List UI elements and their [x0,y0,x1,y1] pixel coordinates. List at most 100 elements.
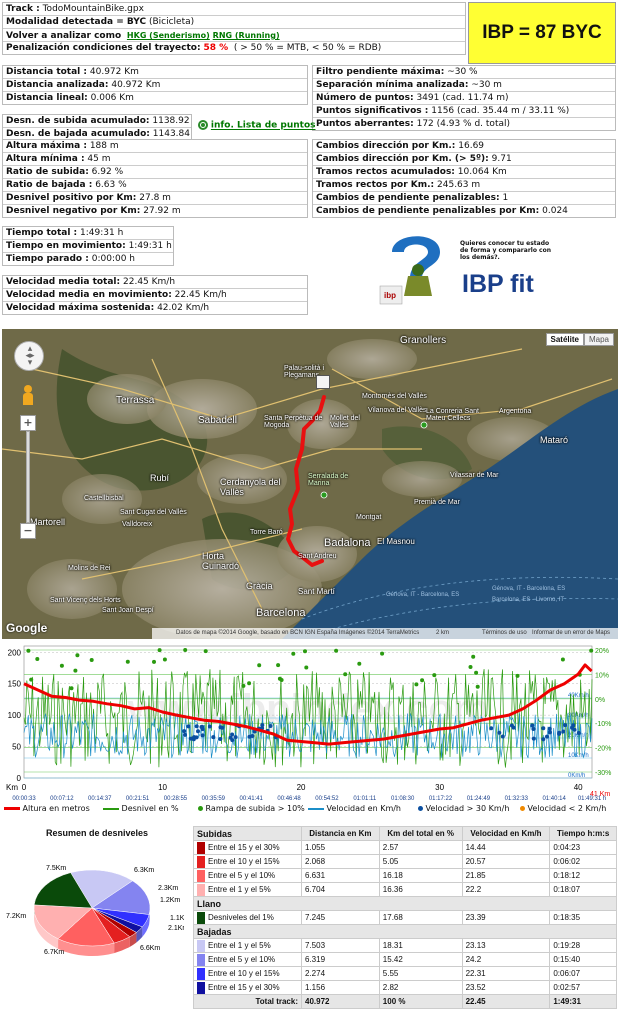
column-header: Tiempo h:m:s [549,826,617,841]
stat-value: 10.064 Km [457,167,507,177]
legend-speed-low: Velocidad < 2 Km/h [520,804,606,813]
color-swatch [197,967,205,980]
place-label: Palau-solità i Plegamans [284,365,325,379]
map-canvas[interactable] [2,329,618,639]
points-list-link[interactable]: info. Lista de puntos [198,120,315,131]
map-terms-link[interactable]: Términos de uso [482,630,527,636]
penalty-value: 58 % [203,43,229,53]
stat-label: Desn. de subida acumulado: [6,116,150,126]
stat-value: 27.92 m [143,206,181,216]
start-marker-icon[interactable] [316,375,330,389]
ramp-point [203,649,208,654]
ramp-point [474,670,479,675]
info-circle-icon [198,120,208,130]
high-speed-point [194,735,199,740]
place-label: Argentona [499,408,532,415]
x-time-tick: 01:08:30 [391,796,415,802]
track-label: Track : [6,4,40,14]
x-time-tick: 01:17:22 [429,796,453,802]
column-header: Distancia en Km [301,826,380,841]
map-scale: 2 km [436,630,450,636]
high-speed-point [572,727,577,732]
ramp-point [420,678,425,683]
pie-slice [33,904,93,940]
map-type-switcher: Satélite Mapa [545,333,614,346]
ferry-label: Barcelona, ES - Livorno, IT [492,597,565,603]
pie-label: 1.1K [170,915,184,922]
place-label: Sant Joan Despí [102,607,154,614]
cell-distance: 6.631 [301,868,380,883]
stat-label: Desnivel negativo por Km: [6,206,141,216]
x-time-tick: 01:24:49 [467,796,491,802]
stat-label: Velocidad máxima sostenida: [6,303,155,313]
cell-time: 0:02:57 [549,980,617,995]
zoom-control[interactable]: + − [20,415,36,541]
satellite-button[interactable]: Satélite [545,333,584,346]
ramp-point [357,661,362,666]
place-label: Sant Martí [298,587,335,596]
place-label: El Masnou [377,537,415,546]
section-title: Bajadas [193,924,617,939]
svg-text:ibp: ibp [384,291,396,300]
high-speed-point [218,737,223,741]
ramp-point [73,668,78,673]
points-list-label[interactable]: info. Lista de puntos [210,120,316,131]
ramp-point [162,657,167,662]
ramp-point [257,663,262,668]
stat-label: Tiempo en movimiento: [6,241,126,251]
reanalyze-hkg-link[interactable]: HKG (Senderismo) [126,31,210,40]
color-swatch [197,981,205,994]
stat-label: Número de puntos: [316,93,414,103]
pie-slice-side [142,914,150,937]
row-label: Entre el 10 y el 15% [208,968,280,978]
stat-value: 6.92 % [91,167,124,177]
ferry-label: Génova, IT - Barcelona, ES [492,586,566,592]
table-header-row: Subidas Distancia en Km Km del total en % V… [193,826,617,841]
stat-row: Ratio de bajada : 6.63 % [3,179,307,192]
stat-value: 40.972 Km [89,67,139,77]
x-time-tick: 01:32:33 [505,796,529,802]
x-km-tick: 20 [297,783,306,792]
pie-label: 2.3Km [158,885,178,892]
map-footer: Datos de mapa ©2014 Google, basado en BC… [152,628,618,639]
stat-row: Altura máxima : 188 m [3,140,307,153]
place-label: Granollers [400,335,447,346]
stat-label: Velocidad media total: [6,277,121,287]
map-report-link[interactable]: Informar de un error de Maps [532,630,611,636]
pie-slice-side [58,938,115,956]
ramp-point [247,681,252,686]
stat-value: 40.972 Km [111,80,161,90]
stat-label: Tiempo parado : [6,254,89,264]
pie-slice-side [114,936,130,954]
x-km-tick: 0 [22,783,27,792]
street-view-pegman-icon[interactable] [22,385,34,405]
place-label: Rubí [150,473,170,483]
high-speed-point [268,724,273,728]
row-label: Entre el 1 y el 5% [208,884,271,894]
x-time-tick: 01:01:11 [353,796,377,802]
reanalyze-rng-link[interactable]: RNG (Running) [212,31,280,40]
stat-value: 1 [502,193,509,203]
chart-watermark: www.ibpindex.com [127,687,489,731]
pie-slice [70,869,134,909]
x-time-tick: 01:49:31 h [578,796,606,802]
legend-slope: Desnivel en % [103,804,179,813]
high-speed-point [547,726,552,731]
pie-slice-side [136,926,143,943]
stat-label: Cambios de pendiente penalizables: [316,193,500,203]
map-button[interactable]: Mapa [583,333,614,346]
zoom-in-button[interactable]: + [20,415,36,431]
map-pan-control[interactable]: ▴ ◂▸ ▾ [14,341,44,371]
high-speed-point [207,724,212,729]
stat-value: ~30 % [447,67,478,77]
zoom-slider-track[interactable] [26,431,30,523]
cell-speed: 23.39 [461,910,551,925]
ibp-fit-promo[interactable]: ibp Quieres conocer tu estado de forma y… [378,226,551,308]
high-speed-point [563,723,568,728]
track-filename: TodoMountainBike.gpx [42,4,144,14]
place-label: Santa Perpètua de Mogoda [264,415,323,429]
high-speed-point [182,729,187,734]
satellite-map[interactable]: Granollers Terrassa Sabadell Mollet del … [2,329,618,639]
zoom-out-button[interactable]: − [20,523,36,539]
place-label: Montgat [356,514,382,521]
